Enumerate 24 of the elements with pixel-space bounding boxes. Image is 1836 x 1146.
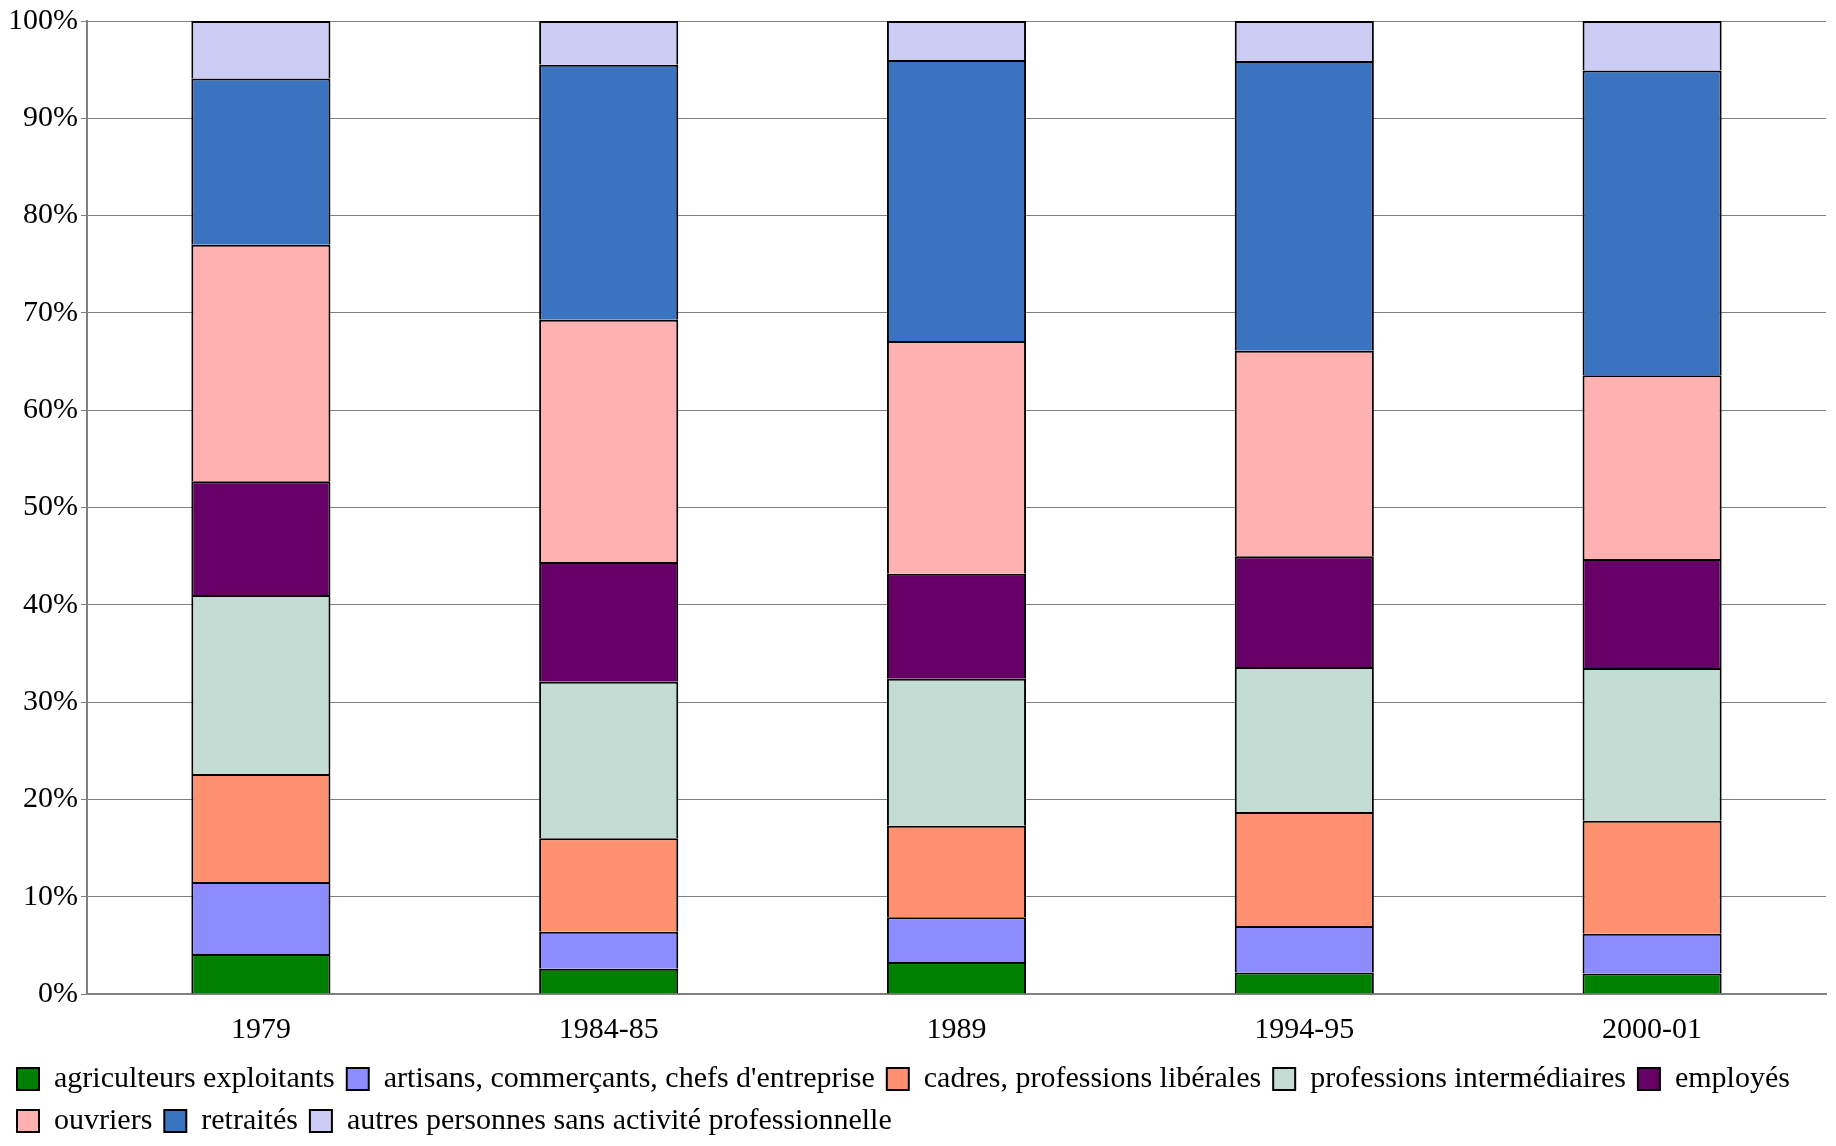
y-tick-label: 40%: [22, 585, 78, 619]
legend-label: agriculteurs exploitants: [54, 1059, 335, 1093]
x-tick-label: 1984-85: [558, 1010, 659, 1044]
legend-label: ouvriers: [54, 1101, 153, 1135]
legend-label: retraités: [201, 1101, 298, 1135]
legend-label: artisans, commerçants, chefs d'entreprise: [383, 1059, 875, 1093]
x-tick-label: 1994-95: [1254, 1010, 1355, 1044]
y-tick-label: 0%: [37, 974, 78, 1008]
x-tick-label: 1989: [926, 1010, 987, 1044]
legend-label: professions intermédiaires: [1310, 1059, 1626, 1093]
y-tick-label: 20%: [22, 780, 78, 814]
y-tick-label: 100%: [7, 1, 78, 35]
y-tick-label: 30%: [22, 682, 78, 716]
legend-label: cadres, professions libérales: [923, 1059, 1262, 1093]
x-tick-label: 2000-01: [1602, 1010, 1703, 1044]
y-tick-label: 70%: [22, 293, 78, 327]
y-tick-label: 60%: [22, 391, 78, 425]
y-tick-label: 80%: [22, 196, 78, 230]
legend-label: employés: [1674, 1059, 1790, 1093]
y-tick-label: 10%: [22, 877, 78, 911]
legend-label: autres personnes sans activité professionnelle: [346, 1101, 892, 1135]
x-tick-label: 1979: [230, 1010, 291, 1044]
y-tick-label: 50%: [22, 488, 78, 522]
y-tick-label: 90%: [22, 99, 78, 133]
